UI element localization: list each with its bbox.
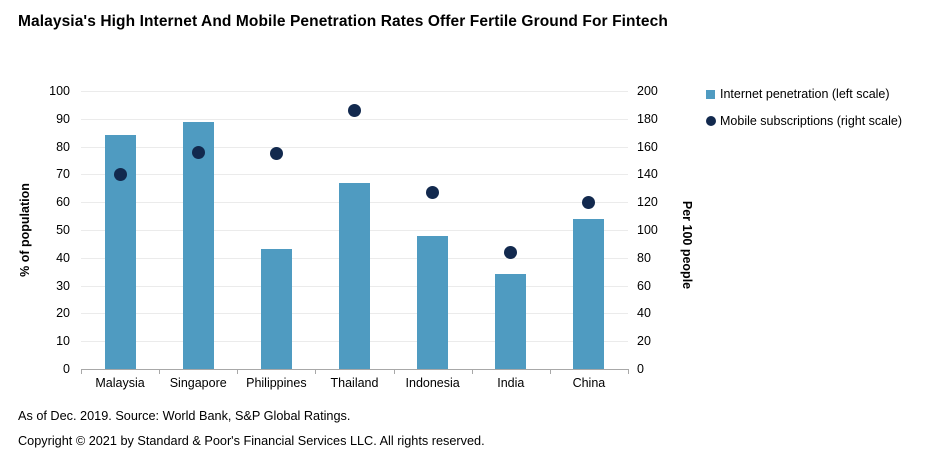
bar-philippines	[260, 249, 292, 369]
bar-thailand	[339, 182, 370, 369]
dot-malaysia	[113, 167, 127, 181]
gridline	[81, 91, 628, 92]
x-axis-label-china: China	[572, 376, 606, 390]
legend: Internet penetration (left scale) Mobile…	[706, 87, 902, 141]
dot-series-swatch-icon	[706, 116, 716, 126]
legend-item-internet: Internet penetration (left scale)	[706, 87, 902, 101]
bar-china	[573, 218, 605, 369]
x-axis-line	[81, 369, 629, 370]
bar-series-swatch-icon	[706, 89, 715, 99]
x-axis-label-indonesia: Indonesia	[405, 376, 460, 390]
bar-indonesia	[417, 235, 449, 369]
x-axis-tick-mark	[159, 369, 161, 374]
left-axis-tick-label: 60	[56, 195, 70, 210]
dot-philippines	[269, 147, 283, 161]
x-axis-tick-mark	[81, 369, 82, 374]
left-axis-title: % of population	[18, 183, 32, 277]
right-axis-tick-label: 20	[637, 334, 651, 349]
x-axis-tick-mark	[237, 369, 239, 374]
gridline	[81, 118, 628, 120]
plot-area	[81, 91, 628, 369]
left-axis-tick-label: 50	[56, 223, 70, 237]
left-axis-tick-label: 100	[49, 84, 70, 98]
x-axis-label-india: India	[497, 376, 525, 390]
dot-singapore	[191, 145, 205, 159]
copyright-note: Copyright © 2021 by Standard & Poor's Fi…	[18, 434, 485, 448]
x-axis-tick-mark	[393, 369, 395, 374]
legend-item-mobile: Mobile subscriptions (right scale)	[706, 114, 902, 128]
source-note: As of Dec. 2019. Source: World Bank, S&P…	[18, 409, 351, 423]
legend-label-mobile: Mobile subscriptions (right scale)	[720, 114, 903, 128]
left-axis-tick-label: 30	[56, 278, 70, 293]
legend-label-internet: Internet penetration (left scale)	[720, 87, 890, 101]
left-axis-tick-label: 20	[56, 306, 70, 321]
gridline	[81, 146, 628, 148]
right-axis-tick-label: 200	[637, 84, 658, 98]
dot-indonesia	[426, 185, 440, 199]
left-axis-tick-label: 10	[56, 334, 70, 349]
x-axis-label-philippines: Philippines	[246, 376, 307, 390]
right-axis-tick-label: 180	[637, 111, 658, 126]
right-axis-tick-label: 0	[637, 362, 644, 376]
right-axis-tick-label: 160	[637, 139, 658, 154]
bar-singapore	[182, 121, 214, 369]
chart-title: Malaysia's High Internet And Mobile Pene…	[18, 13, 668, 30]
bar-india	[495, 274, 527, 369]
left-axis-tick-label: 70	[56, 167, 70, 182]
right-axis-tick-label: 60	[637, 278, 651, 293]
right-axis-title: Per 100 people	[680, 200, 694, 290]
left-axis-tick-label: 90	[56, 111, 70, 126]
dot-india	[504, 245, 518, 259]
right-axis-tick-label: 40	[637, 306, 651, 321]
x-axis-tick-mark	[628, 369, 629, 374]
x-axis-label-thailand: Thailand	[330, 376, 379, 390]
left-axis-tick-label: 40	[56, 250, 70, 265]
dot-china	[582, 195, 596, 209]
right-axis-tick-label: 140	[637, 167, 658, 182]
x-axis-tick-mark	[471, 369, 473, 374]
x-axis-label-malaysia: Malaysia	[95, 376, 145, 390]
right-axis-tick-label: 120	[637, 195, 658, 210]
dot-thailand	[348, 103, 361, 117]
right-axis-tick-label: 100	[637, 223, 658, 237]
x-axis-label-singapore: Singapore	[169, 376, 227, 390]
right-axis-tick-label: 80	[637, 250, 651, 265]
x-axis-tick-mark	[315, 369, 317, 374]
left-axis-tick-label: 80	[56, 139, 70, 154]
gridline	[81, 174, 628, 176]
x-axis-tick-mark	[549, 369, 551, 374]
left-axis-tick-label: 0	[63, 362, 70, 376]
